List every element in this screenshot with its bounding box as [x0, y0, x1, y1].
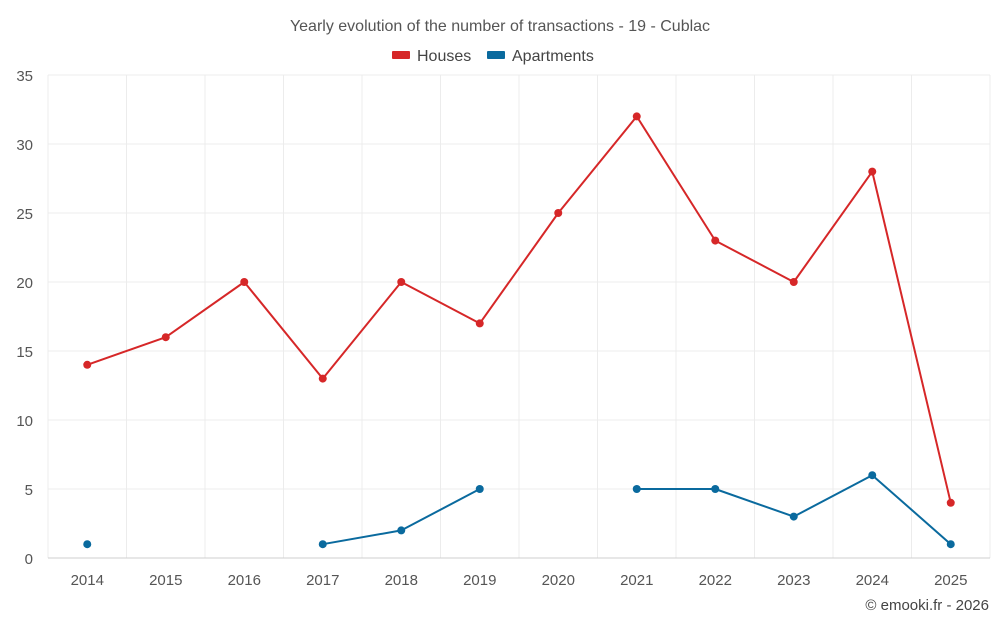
credit-text: © emooki.fr - 2026: [865, 597, 989, 614]
y-tick-label: 10: [16, 413, 33, 430]
chart-title: Yearly evolution of the number of transa…: [290, 18, 710, 35]
x-tick-label: 2019: [463, 572, 496, 589]
data-point-houses: [554, 209, 563, 217]
x-tick-label: 2021: [620, 572, 653, 589]
x-tick-label: 2023: [777, 572, 810, 589]
y-tick-label: 35: [16, 68, 33, 85]
x-tick-label: 2016: [228, 572, 261, 589]
y-tick-label: 5: [25, 482, 33, 499]
data-point-houses: [475, 319, 484, 328]
series-line-apartments: [636, 474, 952, 545]
series-layer: [83, 112, 955, 549]
data-point-apartments: [397, 526, 406, 535]
y-tick-label: 15: [16, 344, 33, 361]
y-tick-label: 20: [16, 275, 33, 292]
data-point-houses: [868, 167, 877, 176]
data-point-apartments: [318, 540, 327, 549]
y-tick-label: 30: [16, 137, 33, 154]
data-point-houses: [946, 498, 955, 507]
legend-label-houses: Houses: [417, 48, 471, 65]
x-tick-label: 2015: [149, 572, 182, 589]
x-tick-label: 2024: [856, 572, 889, 589]
legend: Houses Apartments: [392, 48, 594, 65]
x-tick-label: 2022: [699, 572, 732, 589]
data-point-apartments: [475, 485, 484, 493]
y-tick-label: 25: [16, 206, 33, 223]
data-point-apartments: [946, 540, 955, 549]
data-point-houses: [318, 374, 327, 383]
grid: [47, 74, 991, 558]
data-point-apartments: [83, 540, 92, 549]
x-tick-label: 2020: [542, 572, 575, 589]
data-point-houses: [397, 278, 406, 286]
x-tick-label: 2014: [71, 572, 104, 589]
data-point-houses: [789, 278, 798, 286]
legend-label-apartments: Apartments: [512, 48, 594, 65]
data-point-houses: [711, 236, 720, 245]
data-point-apartments: [632, 485, 641, 493]
series-line-houses: [86, 115, 952, 504]
x-tick-label: 2025: [934, 572, 967, 589]
series-line-apartments: [322, 488, 481, 546]
data-point-apartments: [789, 512, 798, 521]
data-point-houses: [83, 360, 92, 369]
x-tick-label: 2018: [385, 572, 418, 589]
data-point-houses: [632, 112, 641, 121]
legend-swatch-apartments: [487, 51, 505, 59]
data-point-houses: [161, 333, 170, 342]
data-point-apartments: [868, 471, 877, 480]
y-tick-label: 0: [25, 551, 33, 568]
data-point-apartments: [711, 485, 720, 493]
legend-swatch-houses: [392, 51, 410, 59]
x-tick-label: 2017: [306, 572, 339, 589]
data-point-houses: [240, 278, 249, 286]
